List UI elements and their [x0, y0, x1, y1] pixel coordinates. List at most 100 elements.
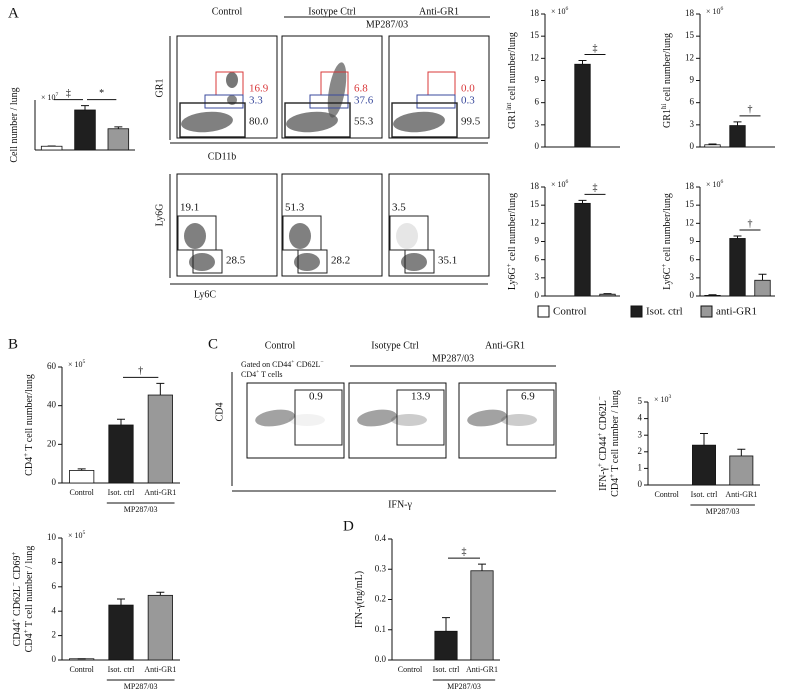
y-tick-label: 9	[690, 236, 695, 246]
superscript: +	[10, 618, 18, 622]
significance-label: ‡	[593, 43, 598, 54]
superscript: +	[22, 453, 30, 457]
label: Ly6C+ cell number/lung	[660, 193, 674, 290]
group-label: MP287/03	[124, 505, 158, 514]
label: IFN-γ+ CD44+ CD62L−	[596, 396, 610, 491]
legend-label: Control	[553, 306, 587, 318]
group-label: MP287/03	[447, 682, 481, 691]
cell-cloud	[226, 72, 238, 88]
cell-cloud	[181, 111, 233, 133]
cell-cloud	[401, 253, 427, 271]
y-tick-label: 15	[530, 30, 540, 40]
label: × 106	[551, 179, 569, 189]
text-segment: CD44	[598, 437, 609, 463]
y-tick-label: 18	[530, 181, 540, 191]
y-tick-label: 10	[47, 532, 57, 542]
y-tick-label: 0	[52, 477, 57, 487]
text-segment: IFN-γ	[598, 466, 609, 490]
y-tick-label: 6	[535, 254, 540, 264]
text-segment: cell number/lung	[507, 193, 518, 264]
bar	[147, 394, 173, 484]
label: Cell number / lung	[9, 87, 20, 162]
text-segment: CD4	[24, 633, 35, 652]
y-tick-label: 0.3	[375, 563, 387, 573]
cell-cloud	[255, 409, 295, 427]
label: × 105	[68, 359, 86, 369]
text-segment: Ly6C	[662, 267, 673, 290]
x-tick-label: Isot. ctrl	[433, 665, 460, 674]
error-bar	[156, 591, 165, 596]
bar	[107, 128, 130, 151]
superscript: 5	[83, 530, 86, 536]
bar	[754, 279, 771, 297]
y-tick-label: 15	[685, 199, 695, 209]
label: CD4+ T cell number / lung	[22, 546, 36, 653]
error-bar	[737, 448, 746, 456]
legend-label: Isot. ctrl	[646, 306, 683, 318]
gate-value: 28.2	[331, 255, 350, 267]
y-tick-label: 0	[52, 654, 57, 664]
gate	[506, 389, 555, 446]
bar	[729, 455, 754, 486]
y-tick-label: 15	[530, 199, 540, 209]
group-label: MP287/03	[124, 682, 158, 691]
y-tick-label: 12	[685, 52, 694, 62]
text-segment: × 10	[551, 180, 566, 189]
error-bar	[478, 563, 486, 571]
bar	[704, 144, 721, 148]
superscript: 6	[566, 179, 569, 185]
error-bar	[578, 199, 587, 204]
superscript: +	[505, 263, 513, 267]
superscript: +	[22, 629, 30, 633]
bar	[692, 444, 716, 486]
superscript: 5	[83, 359, 86, 365]
gate	[396, 389, 445, 446]
x-tick-label: Anti-GR1	[725, 490, 757, 499]
significance-label: †	[138, 366, 143, 377]
y-tick-label: 3	[535, 119, 540, 129]
superscript: 6	[721, 6, 724, 12]
gate-value: 3.5	[392, 202, 406, 214]
label: × 106	[706, 6, 724, 16]
text-segment: × 10	[551, 7, 566, 16]
gate-value: 6.8	[354, 83, 368, 95]
gate-value: 19.1	[180, 202, 199, 214]
text-segment: CD62L	[12, 586, 23, 619]
y-tick-label: 0.1	[375, 624, 386, 634]
text-segment: CD69	[12, 556, 23, 582]
gate-value: 0.3	[461, 95, 475, 107]
text-segment: × 10	[706, 180, 721, 189]
error-bar	[708, 294, 717, 296]
group-label: MP287/03	[366, 19, 408, 30]
cell-cloud	[189, 253, 215, 271]
axis-label: CD11b	[208, 151, 237, 162]
label: CD4+ T cell number/lung	[22, 374, 36, 476]
text-segment: CD4	[241, 370, 256, 379]
text-segment: × 10	[41, 93, 56, 102]
y-tick-label: 2	[52, 630, 57, 640]
axis-label: Ly6C	[194, 289, 217, 300]
y-tick-label: 12	[530, 217, 539, 227]
gate-value: 28.5	[226, 255, 246, 267]
gate-value: 3.3	[249, 95, 263, 107]
y-tick-label: 0	[638, 479, 643, 489]
cell-cloud	[501, 414, 537, 426]
significance-label: †	[748, 218, 753, 229]
superscript: −	[320, 359, 323, 365]
error-bar	[81, 105, 89, 110]
gate-value: 99.5	[461, 116, 481, 128]
cell-cloud	[467, 409, 507, 427]
error-bar	[758, 273, 767, 281]
error-bar	[77, 468, 86, 471]
plot-frame	[388, 173, 490, 277]
label: × 105	[68, 530, 86, 540]
text-segment: Ly6G	[507, 267, 518, 290]
label: × 103	[654, 394, 672, 404]
y-tick-label: 4	[638, 413, 643, 423]
superscript: +	[291, 359, 294, 365]
significance-label: ‡	[66, 88, 71, 99]
label: IFN-γ(ng/mL)	[354, 571, 365, 628]
text-segment: GR1	[662, 109, 673, 128]
y-tick-label: 4	[52, 605, 57, 615]
superscript: 6	[721, 179, 724, 185]
